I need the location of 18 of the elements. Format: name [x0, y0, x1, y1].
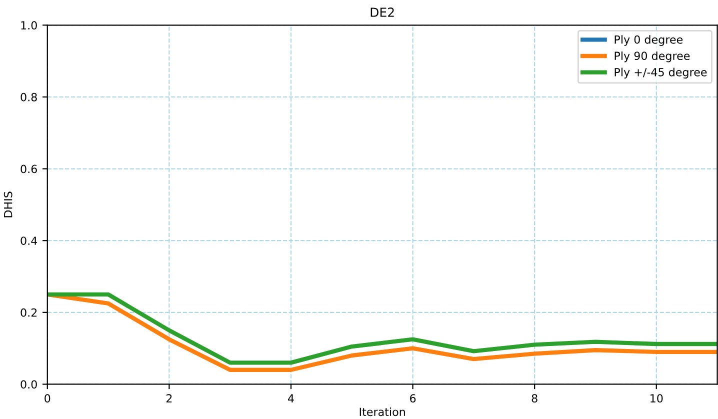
y-tick-label: 0.2	[20, 308, 37, 317]
x-axis-title: Iteration	[360, 407, 405, 416]
y-tick-label: 0.6	[20, 164, 37, 174]
legend-label: Ply 90 degree	[614, 51, 690, 62]
y-axis-title: DHIS	[4, 192, 12, 218]
x-tick-label: 2	[166, 394, 172, 402]
x-tick-label: 0	[44, 394, 50, 403]
x-tick-label: 10	[650, 394, 663, 403]
y-tick-label: 1.0	[21, 21, 37, 30]
legend-label: Ply 0 degree	[614, 35, 683, 46]
x-tick-label: 8	[532, 394, 538, 403]
y-tick-label: 0.8	[20, 92, 37, 102]
y-tick-label: 0.4	[20, 236, 38, 245]
chart-title: DE2	[370, 8, 394, 17]
y-tick-label: 0.0	[20, 380, 37, 389]
legend-label: Ply +/-45 degree	[614, 68, 707, 79]
x-tick-label: 4	[288, 394, 294, 402]
x-tick-label: 6	[410, 394, 416, 403]
